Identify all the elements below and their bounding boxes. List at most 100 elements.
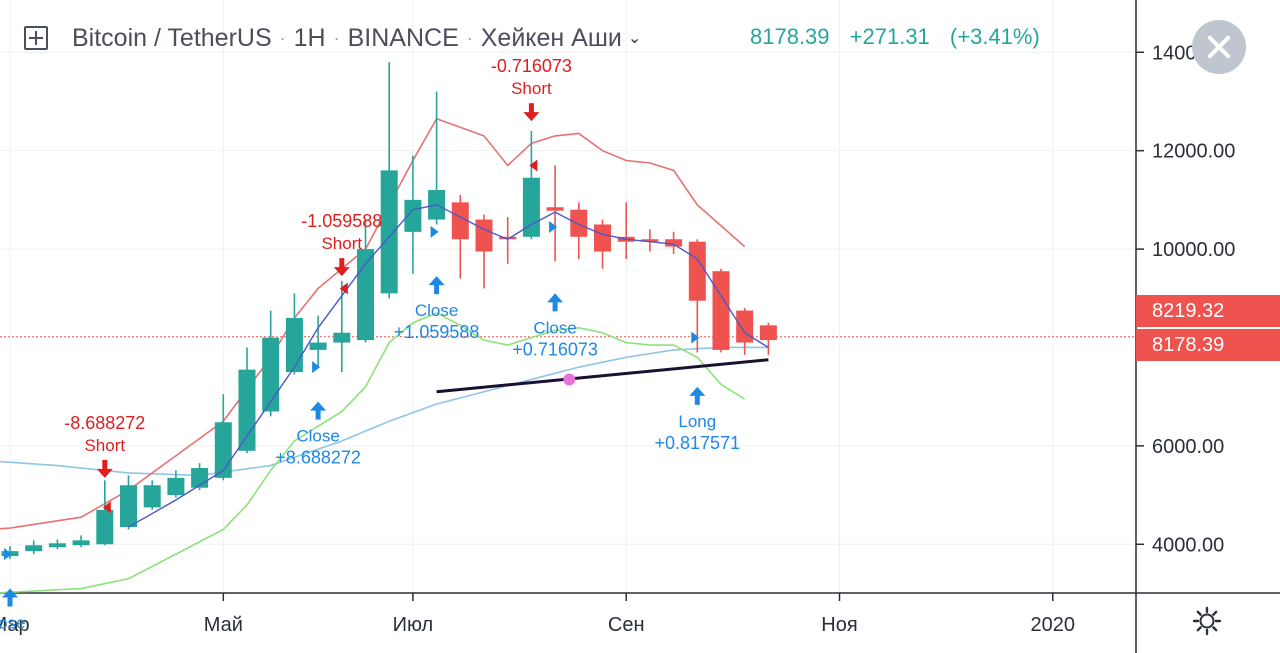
- gear-icon[interactable]: [1192, 606, 1222, 636]
- buy-entry-triangle: [4, 548, 12, 561]
- chart-header[interactable]: Bitcoin / TetherUS · 1H · BINANCE · Хейк…: [24, 20, 641, 56]
- signal-label: Short: [84, 436, 125, 455]
- candle-body: [25, 545, 43, 552]
- signal-label: lose: [0, 614, 26, 633]
- signal-value: -1.059588: [301, 211, 382, 231]
- ma-green-line: [0, 312, 746, 594]
- buy-arrow-icon: [310, 401, 327, 411]
- candle-body: [546, 207, 564, 211]
- price-change: +271.31: [849, 24, 930, 49]
- separator-dot: ·: [279, 27, 286, 48]
- candle-body: [736, 310, 754, 343]
- candle-body: [238, 369, 256, 451]
- buy-arrow-shaft: [7, 596, 13, 607]
- candle-body: [72, 540, 90, 546]
- candle-body: [451, 202, 469, 240]
- trendline: [436, 358, 769, 394]
- sell-arrow-shaft: [528, 103, 534, 114]
- buy-arrow-shaft: [434, 284, 440, 295]
- y-tick-label: 10000.00: [1152, 239, 1235, 261]
- price-change-percent: (+3.41%): [949, 24, 1040, 49]
- chart-style-label[interactable]: Хейкен Аши: [480, 23, 622, 52]
- last-price: 8178.39: [750, 24, 830, 49]
- sell-entry-triangle: [529, 159, 538, 172]
- signal-value: +1.059588: [394, 322, 480, 342]
- candle-body: [688, 241, 706, 301]
- candle-body: [262, 337, 280, 412]
- signal-label: Short: [511, 79, 552, 98]
- signal-value: -8.688272: [64, 413, 145, 433]
- add-symbol-icon[interactable]: [24, 26, 48, 50]
- sell-arrow-icon: [96, 468, 113, 478]
- symbol-name[interactable]: Bitcoin / TetherUS: [72, 23, 272, 52]
- signal-value: +0.817571: [655, 433, 741, 453]
- interval-label[interactable]: 1H: [293, 23, 326, 52]
- cross-marker-dot: [563, 373, 576, 386]
- candle-body: [143, 485, 161, 508]
- candle-body: [594, 224, 611, 252]
- quote-info: 8178.39 +271.31 (+3.41%): [750, 24, 1054, 50]
- x-tick-label: 2020: [1031, 614, 1076, 636]
- x-tick-label: Ноя: [821, 614, 857, 636]
- candle-body: [499, 236, 517, 240]
- candle-body: [665, 239, 683, 247]
- sell-arrow-shaft: [339, 258, 345, 269]
- x-tick-label: Мар: [0, 614, 30, 636]
- buy-entry-triangle: [312, 361, 321, 374]
- close-icon[interactable]: [1192, 20, 1246, 74]
- sell-arrow-shaft: [102, 459, 108, 470]
- signal-value: +0.716073: [512, 339, 598, 359]
- sell-arrow-icon: [523, 112, 540, 122]
- chevron-down-icon[interactable]: ⌄: [627, 30, 642, 47]
- signal-label: Close: [533, 318, 576, 337]
- signal-label: Close: [415, 301, 458, 320]
- buy-arrow-icon: [547, 293, 564, 303]
- candle-body: [357, 249, 374, 341]
- signal-value: +8.688272: [275, 448, 361, 468]
- y-tick-label: 4000.00: [1152, 534, 1224, 556]
- x-tick-label: Май: [204, 614, 243, 636]
- buy-arrow-shaft: [694, 394, 700, 405]
- candle-body: [120, 485, 137, 528]
- candle-body: [475, 219, 493, 252]
- candle-body: [570, 209, 588, 237]
- candle-body: [96, 509, 114, 545]
- buy-entry-triangle: [549, 220, 558, 233]
- sell-entry-triangle: [102, 501, 111, 514]
- candle-body: [285, 317, 303, 373]
- ma-blue-line: [128, 204, 769, 528]
- signal-label: Short: [321, 234, 362, 253]
- candle-body: [641, 239, 659, 242]
- buy-arrow-shaft: [315, 409, 321, 420]
- y-tick-label: 12000.00: [1152, 141, 1235, 163]
- separator-dot: ·: [466, 27, 473, 48]
- price-tag-lower: 8178.39: [1136, 329, 1280, 361]
- ma-lightblue-line: [0, 346, 769, 477]
- candle-body: [309, 342, 327, 350]
- separator-dot: ·: [333, 27, 340, 48]
- sell-arrow-icon: [333, 267, 350, 277]
- candle-body: [380, 170, 398, 294]
- buy-arrow-icon: [428, 276, 445, 286]
- exchange-label: BINANCE: [347, 23, 459, 52]
- candle-body: [759, 325, 777, 341]
- signal-label: Close: [296, 427, 339, 446]
- sell-entry-triangle: [339, 282, 348, 295]
- candle-body: [712, 271, 730, 350]
- candle-body: [333, 332, 351, 343]
- candle-body: [167, 477, 185, 496]
- buy-arrow-shaft: [552, 301, 558, 312]
- buy-arrow-icon: [2, 588, 18, 598]
- x-tick-label: Июл: [393, 614, 434, 636]
- buy-arrow-icon: [689, 386, 706, 396]
- x-tick-label: Сен: [608, 614, 645, 636]
- price-tag-upper: 8219.32: [1136, 295, 1280, 327]
- candle-body: [404, 199, 422, 232]
- buy-entry-triangle: [691, 331, 700, 344]
- signal-value: -0.716073: [491, 56, 572, 76]
- signal-label: Long: [678, 412, 716, 431]
- y-tick-label: 6000.00: [1152, 436, 1224, 458]
- buy-entry-triangle: [430, 225, 439, 238]
- candle-body: [48, 543, 66, 548]
